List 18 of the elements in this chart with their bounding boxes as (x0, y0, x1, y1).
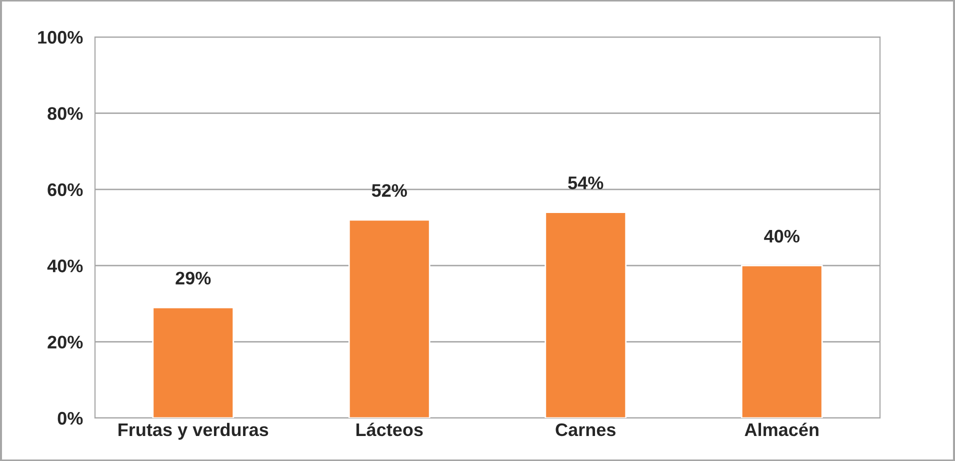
y-tick-label: 100% (38, 30, 83, 44)
data-label: 54% (568, 176, 604, 190)
x-tick-label: Frutas y verduras (118, 422, 268, 440)
bar (740, 264, 823, 418)
bar (544, 212, 627, 418)
bar (152, 306, 234, 418)
y-tick-label: 20% (48, 336, 83, 349)
data-label: 40% (764, 230, 800, 243)
x-tick-label: Lácteos (356, 422, 423, 436)
x-tick-label: Carnes (556, 423, 616, 436)
bar (348, 219, 430, 418)
y-tick-label: 60% (48, 183, 83, 196)
data-label: 52% (372, 184, 407, 197)
y-tick-label: 40% (47, 260, 83, 272)
y-tick-label: 0% (58, 412, 83, 425)
y-tick-label: 80% (48, 107, 83, 120)
x-tick-label: Almacén (744, 422, 818, 436)
data-label: 29% (176, 272, 211, 284)
